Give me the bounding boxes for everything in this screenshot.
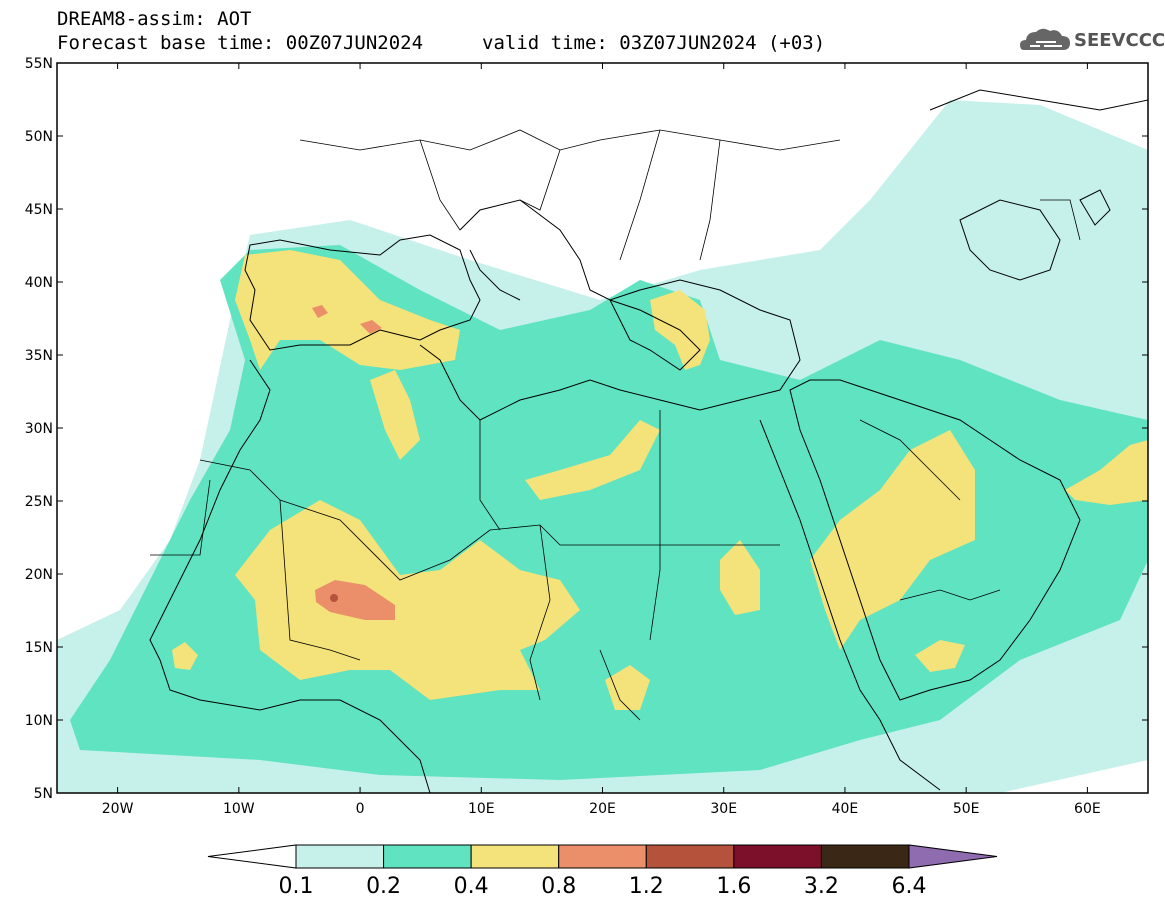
forecast-base-time: Forecast base time: 00Z07JUN2024 [57, 32, 424, 54]
aot-band-0.4-iran [1065, 440, 1148, 505]
axis-ticks: 55N 50N 45N 40N 35N 30N 25N 20N 15N 10N 5N 20W 10W 0 1… [25, 56, 1148, 817]
lat-tick-label: 50N [25, 129, 53, 145]
map-title: DREAM8-assim: AOT [57, 8, 252, 30]
lon-tick-label: 0 [356, 801, 365, 817]
colorbar-swatch [733, 844, 822, 869]
valid-time: valid time: 03Z07JUN2024 (+03) [482, 32, 826, 54]
aot-band-0.4-libya [525, 420, 660, 500]
colorbar-swatch [470, 844, 560, 869]
cloud-icon [1020, 28, 1070, 50]
colorbar-label: 6.4 [892, 874, 927, 899]
lon-tick-label: 20W [102, 801, 134, 817]
aot-band-0.4-arabia [810, 430, 975, 650]
lon-tick-label: 10W [223, 801, 255, 817]
colorbar-label: 1.6 [716, 874, 751, 899]
lat-tick-label: 25N [25, 494, 53, 510]
lat-tick-label: 20N [25, 567, 53, 583]
colorbar-swatch [820, 844, 910, 869]
colorbar-label: 0.1 [279, 874, 314, 899]
lat-tick-label: 40N [25, 275, 53, 291]
colorbar-label: 0.2 [366, 874, 401, 899]
aot-band-0.4-senegal [172, 642, 198, 670]
aot-band-0.4-sudan [720, 540, 760, 615]
lon-tick-label: 20E [589, 801, 616, 817]
aot-band-0.4-sahara [235, 500, 580, 700]
aot-band-1.2-core [330, 594, 338, 602]
lat-tick-label: 30N [25, 421, 53, 437]
aot-band-0.4-iberia [235, 250, 460, 370]
colorbar-label: 0.4 [454, 874, 489, 899]
colorbar-swatch [295, 844, 385, 869]
colorbar-swatch [645, 844, 735, 869]
aot-band-0.4-chad [605, 665, 650, 710]
lon-tick-label: 60E [1074, 801, 1101, 817]
lat-tick-label: 55N [25, 56, 53, 72]
colorbar-swatches [207, 844, 998, 869]
aot-band-0.8-spain [312, 305, 328, 318]
colorbar-label: 0.8 [541, 874, 576, 899]
coastlines [149, 89, 1148, 793]
lon-tick-label: 50E [953, 801, 980, 817]
lon-tick-label: 10E [468, 801, 495, 817]
lat-tick-label: 5N [34, 786, 53, 802]
lon-tick-label: 30E [710, 801, 737, 817]
colorbar-label: 3.2 [804, 874, 839, 899]
aot-field [57, 100, 1148, 793]
lat-tick-label: 35N [25, 348, 53, 364]
aot-band-0.8-mali [315, 580, 395, 620]
lon-tick-label: 40E [832, 801, 859, 817]
colorbar-label: 1.2 [629, 874, 664, 899]
seevccc-logo: SEEVCCC [1018, 22, 1165, 58]
colorbar-swatch [383, 844, 472, 869]
aot-band-0.8-east-spain [360, 320, 382, 334]
colorbar-swatch [558, 844, 647, 869]
country-borders [150, 129, 1081, 721]
lat-tick-label: 10N [25, 713, 53, 729]
colorbar-overflow-triangle [908, 844, 998, 869]
colorbar-labels: 0.1 0.2 0.4 0.8 1.2 1.6 3.2 6.4 [279, 874, 927, 899]
aot-band-0.4-yemen [915, 640, 965, 672]
logo-text: SEEVCCC [1074, 30, 1165, 51]
aot-band-0.4-atlas [370, 370, 420, 460]
lat-tick-label: 15N [25, 640, 53, 656]
colorbar-underflow-triangle [207, 844, 297, 869]
lat-tick-label: 45N [25, 202, 53, 218]
